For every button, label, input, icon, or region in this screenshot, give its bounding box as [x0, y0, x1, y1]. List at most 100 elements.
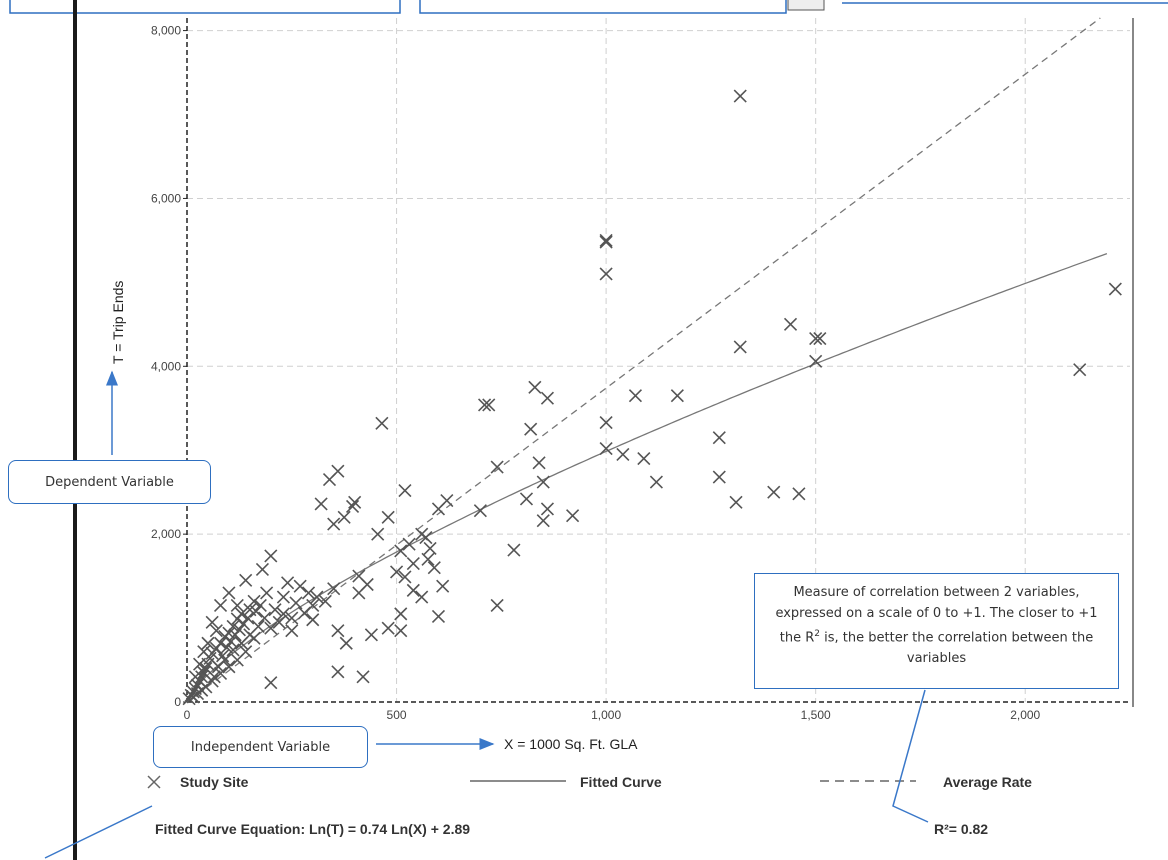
- study-site-point: [670, 389, 684, 403]
- study-site-point: [226, 619, 240, 634]
- study-site-point: [490, 598, 504, 613]
- study-site-point: [276, 607, 290, 621]
- study-site-point: [381, 621, 395, 635]
- study-site-point: [230, 653, 244, 667]
- x-axis-title-group: X = 1000 Sq. Ft. GLA: [376, 736, 638, 752]
- fitted-curve-line: [188, 252, 1108, 698]
- study-site-point: [394, 544, 408, 558]
- study-site-point: [482, 398, 496, 412]
- study-site-point: [1073, 363, 1087, 377]
- study-site-point: [272, 615, 286, 629]
- average-rate-line: [186, 17, 1101, 703]
- study-site-point: [348, 495, 362, 509]
- r2-leader-line: [892, 689, 929, 823]
- study-site-point: [230, 598, 244, 613]
- r2-explanation-text-2: is, the better the correlation between t…: [820, 630, 1094, 667]
- study-site-point: [327, 517, 341, 531]
- study-site-point: [712, 431, 726, 445]
- y-axis-title: T = Trip Ends: [110, 281, 126, 364]
- legend: Study Site Fitted Curve Average Rate: [147, 774, 1032, 790]
- study-site-point: [239, 573, 253, 587]
- study-site-point: [237, 617, 251, 631]
- dependent-variable-callout: Dependent Variable: [8, 460, 211, 504]
- study-site-point: [431, 609, 446, 623]
- study-site-point: [331, 624, 345, 638]
- study-site-point: [507, 543, 521, 557]
- study-site-point: [524, 422, 538, 436]
- top-box-middle: [419, 0, 787, 14]
- study-site-point: [733, 340, 747, 354]
- y-tick-label: 6,000: [151, 191, 181, 205]
- study-site-point: [729, 495, 743, 509]
- study-site-point: [247, 631, 261, 645]
- study-site-point: [649, 475, 663, 489]
- study-site-point: [268, 603, 282, 617]
- study-site-point: [327, 582, 341, 596]
- x-tick-label: 1,500: [801, 708, 831, 722]
- study-site-point: [247, 594, 261, 608]
- r2-explanation-superscript: 2: [814, 629, 821, 639]
- study-site-point: [473, 504, 487, 518]
- study-site-point: [398, 483, 412, 498]
- legend-fitted-curve-label: Fitted Curve: [580, 774, 662, 790]
- study-site-point: [226, 643, 240, 657]
- y-tick-label: 0: [174, 695, 181, 709]
- study-site-point: [218, 653, 232, 667]
- study-site-point: [188, 670, 202, 684]
- x-tick-label: 500: [387, 708, 407, 722]
- legend-average-rate-label: Average Rate: [943, 774, 1032, 790]
- study-site-point: [285, 611, 299, 625]
- study-site-point: [628, 389, 643, 403]
- study-site-point: [232, 623, 246, 637]
- study-site-point: [224, 635, 238, 649]
- study-site-point: [306, 613, 320, 627]
- study-site-point: [792, 487, 806, 501]
- study-site-point: [339, 636, 353, 650]
- study-site-point: [519, 492, 534, 506]
- study-site-point: [230, 612, 244, 626]
- y-tick-label: 4,000: [151, 359, 181, 373]
- study-site-point: [322, 473, 337, 487]
- legend-study-site-icon: [147, 775, 161, 789]
- top-box-left: [9, 0, 401, 14]
- tick-labels: 0 2,000 4,000 6,000 8,000 0 500 1,000 1,500 2,000: [151, 24, 1041, 722]
- study-site-point: [402, 537, 416, 551]
- study-site-point: [423, 541, 437, 555]
- study-site-point: [345, 499, 360, 514]
- study-site-point: [566, 509, 580, 523]
- independent-variable-callout: Independent Variable: [153, 726, 368, 768]
- study-site-point: [356, 670, 370, 684]
- study-site-point: [213, 598, 228, 613]
- study-site-point: [352, 586, 366, 600]
- study-site-point: [195, 670, 209, 684]
- study-site-point: [540, 502, 555, 516]
- study-site-point: [528, 380, 542, 394]
- study-site-point: [253, 598, 267, 613]
- series: [182, 17, 1122, 706]
- study-site-point: [599, 441, 613, 456]
- study-site-point: [532, 456, 546, 470]
- study-site-point: [421, 552, 435, 566]
- study-site-point: [276, 590, 290, 604]
- study-site-point: [364, 628, 378, 642]
- study-site-point: [809, 354, 823, 368]
- study-site-point: [241, 611, 255, 625]
- study-site-point: [599, 267, 613, 281]
- study-site-point: [218, 629, 232, 644]
- study-site-point: [318, 594, 332, 608]
- study-site-point: [337, 510, 351, 524]
- top-box-gray: [787, 0, 825, 11]
- r-squared-value: R²= 0.82: [934, 821, 988, 837]
- equation-leader-line: [44, 805, 153, 859]
- study-site-point: [381, 510, 395, 524]
- study-site-point: [406, 556, 420, 571]
- study-site-point: [616, 447, 630, 461]
- study-site-point: [712, 470, 726, 484]
- axes: [186, 18, 1130, 703]
- study-site-point: [209, 624, 223, 638]
- study-site-point: [182, 692, 196, 706]
- study-site-point: [540, 391, 555, 405]
- study-site-point: [375, 416, 389, 430]
- study-site-point: [599, 235, 613, 249]
